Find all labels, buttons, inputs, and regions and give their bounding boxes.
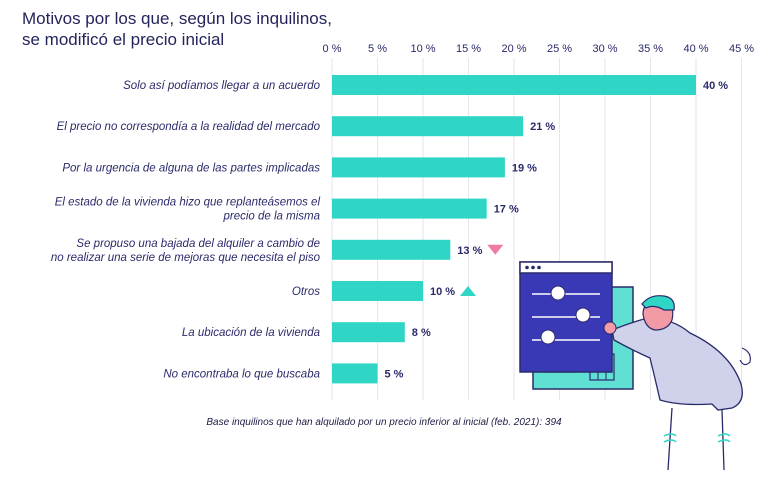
- value-label: 10 %: [430, 286, 455, 298]
- chart-title: Motivos por los que, según los inquilino…: [22, 8, 382, 50]
- value-label: 17 %: [494, 204, 519, 216]
- category-label: no realizar una serie de mejoras que nec…: [51, 252, 321, 264]
- category-label: El estado de la vivienda hizo que replan…: [55, 197, 321, 209]
- value-label: 8 %: [412, 327, 431, 339]
- window-dot: [525, 265, 529, 270]
- bar: [332, 157, 505, 178]
- slider-knob-icon: [550, 285, 566, 301]
- value-label: 40 %: [703, 80, 728, 92]
- sock-stripes: [717, 433, 731, 443]
- category-label: precio de la misma: [222, 211, 320, 223]
- x-tick-label: 35 %: [638, 43, 663, 55]
- x-tick-label: 5 %: [368, 43, 387, 55]
- person-hair: [641, 295, 675, 311]
- person-hand: [603, 321, 617, 335]
- bar: [332, 281, 423, 301]
- x-tick-label: 10 %: [410, 43, 435, 55]
- category-label: Otros: [292, 286, 320, 298]
- window-titlebar: [519, 261, 613, 274]
- x-tick-label: 0 %: [323, 43, 342, 55]
- bar: [332, 239, 451, 260]
- bar: [332, 75, 696, 95]
- x-tick-label: 15 %: [456, 43, 481, 55]
- value-label: 13 %: [457, 245, 482, 257]
- person-leg: [667, 407, 673, 471]
- slider-knob-icon: [540, 329, 556, 345]
- trend-down-icon: [487, 244, 504, 255]
- person-arm-swirl: [739, 347, 751, 366]
- chart-title-line-2: se modificó el precio inicial: [22, 30, 225, 49]
- chart-title-line-1: Motivos por los que, según los inquilino…: [22, 9, 332, 28]
- window-dot: [537, 265, 541, 270]
- trend-up-icon: [460, 286, 476, 296]
- category-label: Por la urgencia de alguna de las partes …: [62, 162, 320, 174]
- bar: [332, 198, 487, 219]
- x-tick-label: 45 %: [729, 43, 754, 55]
- value-label: 5 %: [385, 368, 404, 380]
- category-label: Se propuso una bajada del alquiler a cam…: [76, 238, 320, 250]
- sock-stripes: [663, 433, 677, 443]
- x-tick-label: 20 %: [501, 43, 526, 55]
- value-label: 19 %: [512, 162, 537, 174]
- x-tick-label: 30 %: [592, 43, 617, 55]
- category-label: Solo así podíamos llegar a un acuerdo: [123, 80, 321, 92]
- x-tick-label: 40 %: [683, 43, 708, 55]
- category-label: No encontraba lo que buscaba: [163, 368, 320, 380]
- bar: [332, 363, 378, 384]
- x-tick-label: 25 %: [547, 43, 572, 55]
- category-label: La ubicación de la vivienda: [182, 327, 320, 339]
- slider-knob-icon: [575, 307, 591, 323]
- value-label: 21 %: [530, 121, 555, 133]
- window-dot: [531, 265, 535, 270]
- category-label: El precio no correspondía a la realidad …: [57, 121, 321, 133]
- footnote: Base inquilinos que han alquilado por un…: [206, 417, 562, 428]
- bar: [332, 116, 524, 137]
- bar: [332, 322, 405, 343]
